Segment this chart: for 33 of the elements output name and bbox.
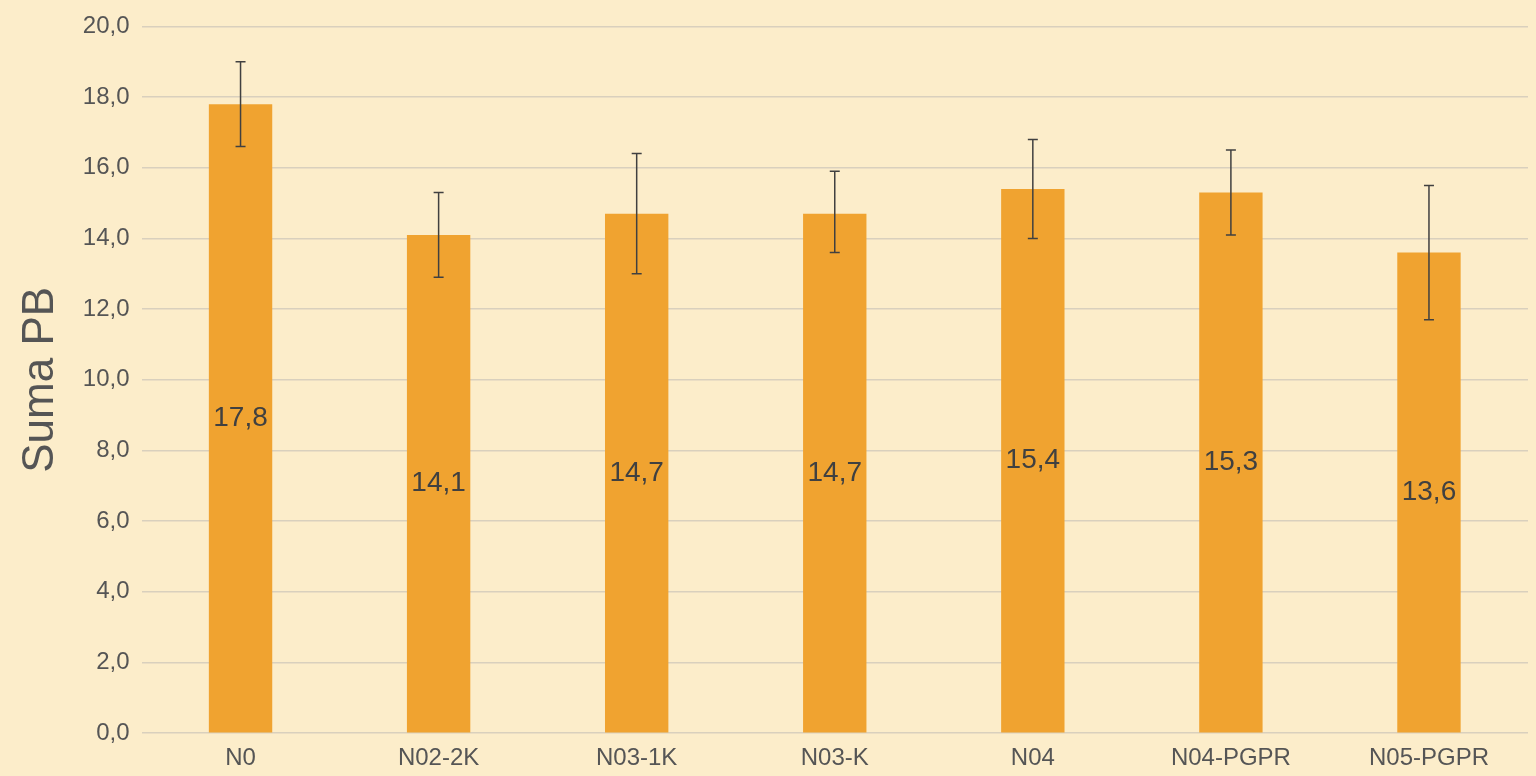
data-label: 15,3 <box>1203 445 1259 477</box>
bar <box>1397 252 1461 733</box>
x-tick-label: N04-PGPR <box>1170 743 1291 771</box>
bar <box>406 234 471 733</box>
bar <box>604 213 669 733</box>
x-tick-label: N0 <box>225 743 256 771</box>
y-tick-label: 2,0 <box>96 647 130 675</box>
data-label: 13,6 <box>1401 475 1457 507</box>
bar <box>803 213 867 733</box>
y-tick-label: 12,0 <box>82 293 130 321</box>
y-tick-label: 14,0 <box>82 223 130 251</box>
x-tick-label: N02-2K <box>397 743 480 771</box>
bar <box>208 104 273 733</box>
x-tick-label: N05-PGPR <box>1368 743 1489 771</box>
y-tick-label: 18,0 <box>82 81 130 109</box>
data-label: 15,4 <box>1005 443 1061 475</box>
data-label: 14,7 <box>807 455 863 487</box>
y-tick-label: 6,0 <box>96 505 130 533</box>
x-tick-label: N04 <box>1010 743 1055 771</box>
y-tick-label: 20,0 <box>82 11 130 39</box>
bar <box>1001 188 1065 733</box>
y-tick-label: 16,0 <box>82 152 130 180</box>
data-label: 14,1 <box>411 466 466 498</box>
x-tick-label: N03-K <box>800 743 869 771</box>
y-tick-label: 0,0 <box>96 717 130 745</box>
bar <box>1199 192 1263 733</box>
data-label: 17,8 <box>213 401 268 433</box>
x-tick-label: N03-1K <box>596 743 678 771</box>
y-tick-label: 4,0 <box>96 576 130 604</box>
data-label: 14,7 <box>609 455 664 487</box>
y-axis-title: Suma PB <box>12 286 62 473</box>
y-tick-label: 10,0 <box>82 364 130 392</box>
y-tick-label: 8,0 <box>96 435 130 463</box>
